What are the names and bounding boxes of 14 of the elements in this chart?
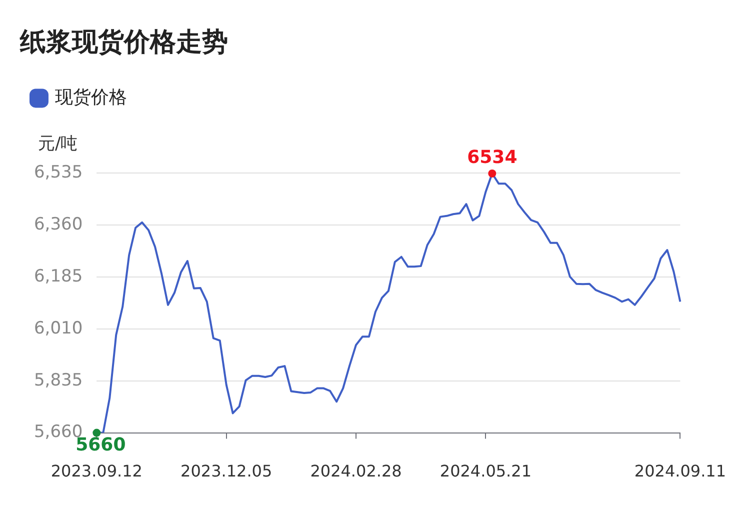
x-tick-label: 2023.12.05 (180, 462, 272, 481)
y-tick-label: 6,360 (34, 214, 83, 235)
y-axis-title: 元/吨 (38, 134, 78, 154)
y-tick-label: 5,835 (34, 370, 83, 390)
x-tick-label: 2023.09.12 (50, 462, 142, 481)
x-tick-label: 2024.05.21 (440, 462, 532, 481)
legend-label: 现货价格 (55, 86, 127, 108)
chart-title: 纸浆现货价格走势 (19, 27, 228, 58)
x-tick-label: 2024.02.28 (310, 462, 402, 481)
y-tick-label: 6,185 (34, 266, 83, 286)
annotation: 6534 (467, 147, 518, 168)
y-tick-label: 6,535 (34, 162, 83, 183)
x-tick-label: 2024.09.11 (634, 462, 726, 481)
y-tick-label: 6,010 (34, 318, 83, 338)
